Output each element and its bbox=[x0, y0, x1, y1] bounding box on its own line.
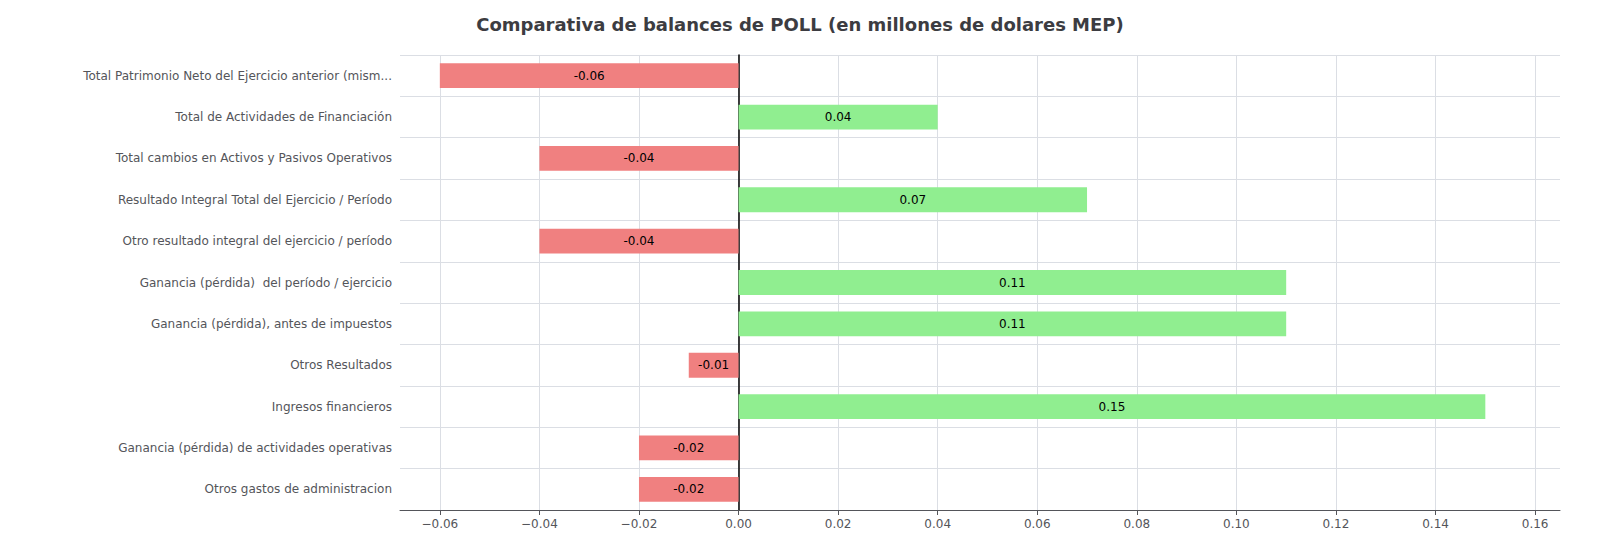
svg-text:Otros gastos de administracion: Otros gastos de administracion bbox=[205, 482, 392, 496]
svg-text:-0.06: -0.06 bbox=[574, 69, 605, 83]
svg-text:0.04: 0.04 bbox=[825, 110, 852, 124]
svg-text:Ingresos financieros: Ingresos financieros bbox=[272, 400, 392, 414]
svg-text:Ganancia (pérdida), antes de i: Ganancia (pérdida), antes de impuestos bbox=[151, 317, 392, 331]
svg-text:Otro resultado integral del ej: Otro resultado integral del ejercicio / … bbox=[123, 234, 393, 248]
svg-text:0.16: 0.16 bbox=[1522, 517, 1549, 531]
svg-text:-0.01: -0.01 bbox=[698, 358, 729, 372]
svg-text:Total Patrimonio Neto del Ejer: Total Patrimonio Neto del Ejercicio ante… bbox=[82, 69, 392, 83]
svg-text:Ganancia (pérdida) del períod: Ganancia (pérdida) del período / ejercic… bbox=[140, 276, 392, 290]
svg-text:0.06: 0.06 bbox=[1024, 517, 1051, 531]
svg-text:Otros Resultados: Otros Resultados bbox=[290, 358, 392, 372]
svg-text:0.04: 0.04 bbox=[924, 517, 951, 531]
svg-text:Total cambios en Activos y Pas: Total cambios en Activos y Pasivos Opera… bbox=[115, 151, 392, 165]
svg-text:Ganancia (pérdida) de activida: Ganancia (pérdida) de actividades operat… bbox=[118, 441, 392, 455]
svg-text:0.14: 0.14 bbox=[1422, 517, 1449, 531]
svg-text:Resultado Integral Total del E: Resultado Integral Total del Ejercicio /… bbox=[118, 193, 392, 207]
svg-text:-0.04: -0.04 bbox=[623, 151, 654, 165]
svg-text:0.10: 0.10 bbox=[1223, 517, 1250, 531]
svg-text:-0.04: -0.04 bbox=[623, 234, 654, 248]
svg-text:0.02: 0.02 bbox=[825, 517, 852, 531]
svg-text:0.08: 0.08 bbox=[1123, 517, 1150, 531]
svg-text:0.00: 0.00 bbox=[725, 517, 752, 531]
svg-text:0.12: 0.12 bbox=[1323, 517, 1350, 531]
svg-text:Total de Actividades de Financ: Total de Actividades de Financiación bbox=[174, 110, 392, 124]
svg-text:−0.04: −0.04 bbox=[521, 517, 558, 531]
svg-text:0.15: 0.15 bbox=[1099, 400, 1126, 414]
svg-text:0.07: 0.07 bbox=[899, 193, 926, 207]
svg-text:−0.06: −0.06 bbox=[421, 517, 458, 531]
svg-text:-0.02: -0.02 bbox=[673, 441, 704, 455]
svg-text:-0.02: -0.02 bbox=[673, 482, 704, 496]
svg-text:0.11: 0.11 bbox=[999, 276, 1026, 290]
svg-text:0.11: 0.11 bbox=[999, 317, 1026, 331]
svg-text:−0.02: −0.02 bbox=[621, 517, 658, 531]
svg-text:Comparativa de balances de POL: Comparativa de balances de POLL (en mill… bbox=[476, 14, 1124, 35]
